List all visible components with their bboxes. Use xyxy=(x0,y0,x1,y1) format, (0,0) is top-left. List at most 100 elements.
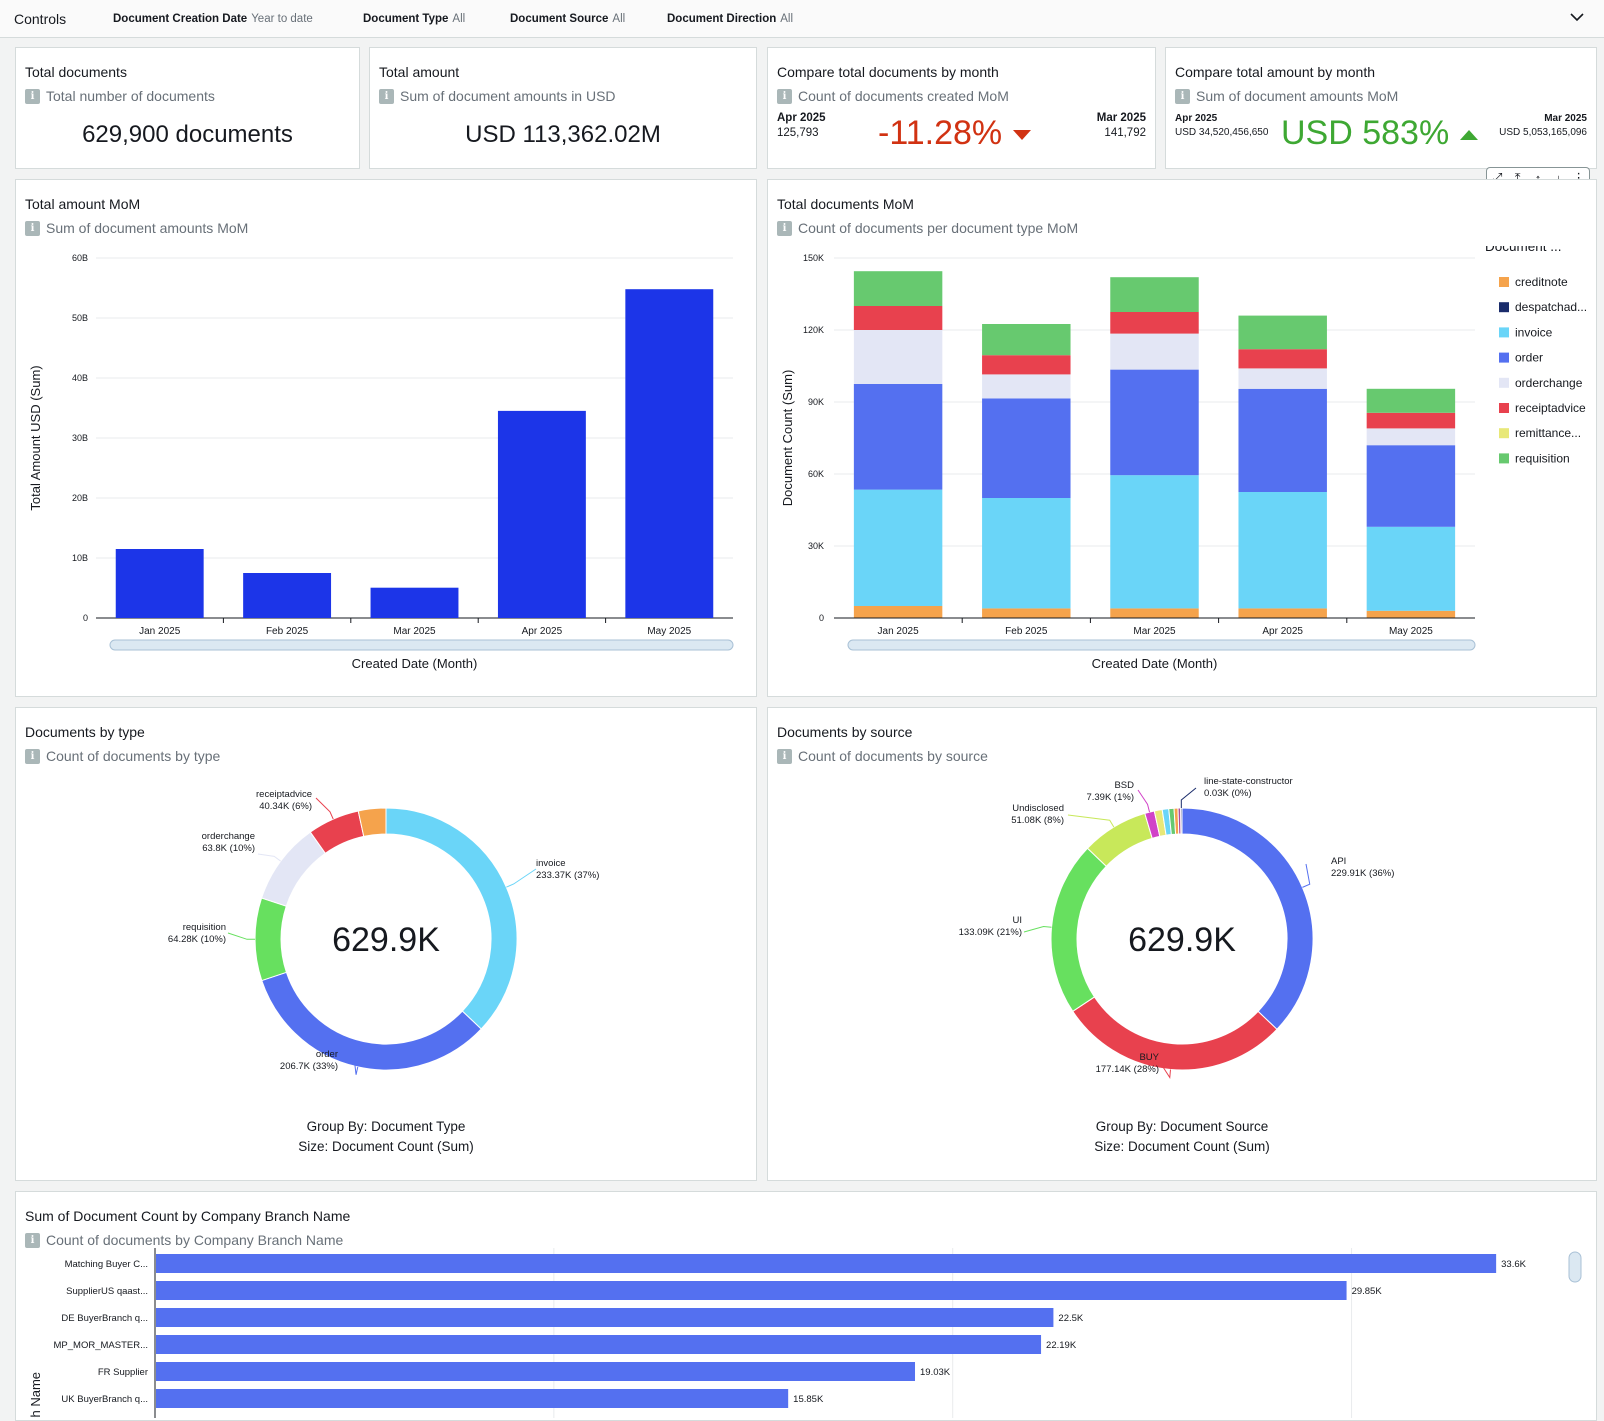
filter-document-source[interactable]: Document Source All xyxy=(510,13,625,25)
card-title: Total amount MoM xyxy=(25,196,141,212)
info-icon[interactable]: i xyxy=(777,748,792,764)
bar xyxy=(243,573,332,618)
card-subtitle: i Sum of document amounts MoM xyxy=(1175,88,1398,104)
bar-segment xyxy=(1366,445,1456,527)
scrollbar-thumb xyxy=(1568,1251,1582,1283)
slice-label: 63.8K (10%) xyxy=(202,843,255,854)
kpi-compare-documents: Compare total documents by month i Count … xyxy=(767,47,1156,169)
info-icon[interactable]: i xyxy=(25,748,40,764)
leader-line xyxy=(257,853,281,862)
y-tick-label: 90K xyxy=(808,397,824,407)
donut-slice xyxy=(261,971,482,1071)
chevron-down-icon[interactable] xyxy=(1568,8,1586,26)
subtitle-text: Total number of documents xyxy=(46,88,215,104)
amount-bar-chart: 0 10B 20B 30B 40B 50B 60B Jan 2025 Feb 2025 Mar 2… xyxy=(28,253,734,671)
legend-item: order xyxy=(1515,351,1543,365)
compare-left-value: USD 34,520,456,650 xyxy=(1175,127,1269,138)
card-subtitle: i Sum of document amounts in USD xyxy=(379,88,616,104)
data-label: 19.03K xyxy=(920,1367,951,1378)
bar-segment xyxy=(1110,312,1199,334)
expand-icon[interactable]: ⤢ xyxy=(1491,170,1503,185)
slice-label: 206.7K (33%) xyxy=(280,1061,338,1072)
slice-label: 0.03K (0%) xyxy=(1204,788,1252,799)
bar-segment xyxy=(982,374,1071,399)
bar-segment xyxy=(1366,610,1456,618)
x-tick-label: Mar 2025 xyxy=(1133,626,1176,637)
donut-slice xyxy=(260,831,327,907)
card-title: Total amount xyxy=(379,64,460,80)
legend-swatch xyxy=(1499,277,1509,287)
leader-line xyxy=(1067,814,1115,828)
info-icon[interactable]: i xyxy=(379,88,394,104)
y-tick-label: 60B xyxy=(72,253,88,263)
legend-swatch xyxy=(1499,403,1509,413)
donut-slice xyxy=(1072,996,1278,1071)
card-total-amount-mom: Total amount MoM i Sum of document amount… xyxy=(15,179,757,697)
leader-line xyxy=(506,868,537,888)
filter-label: Document Source xyxy=(510,13,609,25)
bar xyxy=(156,1389,789,1408)
data-label: 29.85K xyxy=(1352,1286,1383,1297)
bar xyxy=(156,1281,1347,1300)
donut-slice xyxy=(385,807,518,1030)
donut-footer: Size: Document Count (Sum) xyxy=(298,1139,474,1154)
filter-document-direction[interactable]: Document Direction All xyxy=(667,13,793,25)
donut-slice xyxy=(1180,807,1183,835)
move-to-top-icon[interactable]: ⤒ xyxy=(1514,170,1521,185)
slice-label: 51.08K (8%) xyxy=(1011,815,1064,826)
legend-swatch xyxy=(1499,453,1509,464)
info-icon[interactable]: i xyxy=(1175,88,1190,104)
info-icon[interactable]: i xyxy=(25,220,40,236)
card-subtitle: i Total number of documents xyxy=(25,88,215,104)
compare-change-value: -11.28% xyxy=(878,114,1003,152)
filter-document-type[interactable]: Document Type All xyxy=(363,13,465,25)
filter-document-creation-date[interactable]: Document Creation Date Year to date xyxy=(113,13,313,25)
legend-item: creditnote xyxy=(1515,275,1568,289)
y-tick-label: Matching Buyer C... xyxy=(65,1259,148,1270)
x-tick-label: May 2025 xyxy=(1389,626,1433,637)
slice-name: receiptadvice xyxy=(256,789,312,800)
bar-segment xyxy=(1366,526,1456,611)
compare-right-value: USD 5,053,165,096 xyxy=(1499,127,1587,138)
leader-line xyxy=(1180,787,1197,809)
card-subtitle: i Count of documents by Company Branch Na… xyxy=(25,1232,343,1248)
card-subtitle: i Sum of document amounts MoM xyxy=(25,220,248,236)
card-title: Documents by source xyxy=(777,724,913,740)
y-tick-label: 30B xyxy=(72,433,88,443)
bar-segment xyxy=(853,384,943,490)
donut-footer: Group By: Document Type xyxy=(307,1119,466,1134)
filter-label: Document Direction xyxy=(667,13,777,25)
y-axis-title: Document Count (Sum) xyxy=(780,370,795,507)
card-title: Sum of Document Count by Company Branch … xyxy=(25,1208,351,1224)
subtitle-text: Count of documents by type xyxy=(46,748,221,764)
donut-center-value: 629.9K xyxy=(1128,921,1236,959)
donut-slice xyxy=(1181,807,1314,1031)
move-up-icon[interactable]: ↑ xyxy=(1534,170,1542,186)
info-icon[interactable]: i xyxy=(25,88,40,104)
arrow-up-icon xyxy=(1459,130,1478,141)
kpi-value: 629,900 documents xyxy=(82,121,293,148)
info-icon[interactable]: i xyxy=(777,220,792,236)
leader-line xyxy=(1137,789,1151,813)
y-axis-title: Total Amount USD (Sum) xyxy=(28,365,43,510)
controls-title[interactable]: Controls xyxy=(14,11,67,27)
bar xyxy=(625,289,714,618)
y-tick-label: SupplierUS qaast... xyxy=(66,1286,148,1297)
bar xyxy=(156,1308,1054,1327)
info-icon[interactable]: i xyxy=(25,1232,40,1248)
filter-label: Document Type xyxy=(363,13,449,25)
y-tick-label: 120K xyxy=(803,325,824,335)
move-down-icon[interactable]: ↓ xyxy=(1555,170,1562,186)
donut-center-value: 629.9K xyxy=(332,921,440,959)
filter-value: All xyxy=(612,13,626,25)
kpi-compare-amount: Compare total amount by month i Sum of do… xyxy=(1165,47,1597,169)
bar-segment xyxy=(1238,608,1327,618)
scrollbar-track xyxy=(847,639,1476,651)
data-label: 22.5K xyxy=(1058,1313,1083,1324)
compare-change: -11.28% xyxy=(878,114,1032,153)
slice-name: BUY xyxy=(1139,1052,1159,1063)
info-icon[interactable]: i xyxy=(777,88,792,104)
bar-segment xyxy=(1238,368,1327,389)
compare-right-value: 141,792 xyxy=(1104,127,1146,139)
